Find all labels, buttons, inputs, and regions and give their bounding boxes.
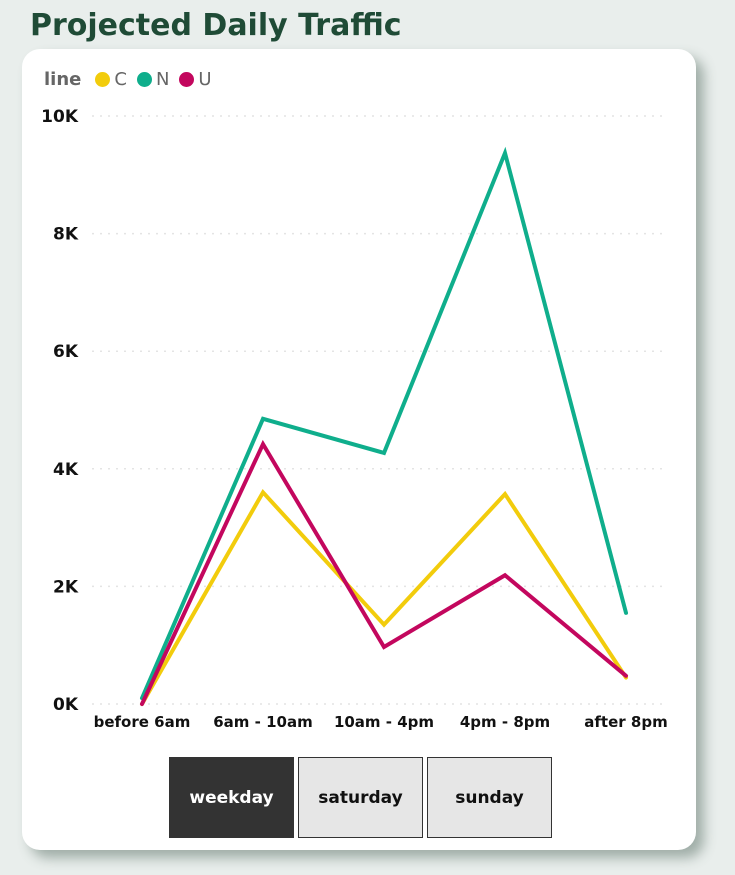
series-line-u bbox=[140, 439, 628, 706]
weekday-button[interactable]: weekday bbox=[169, 757, 294, 838]
x-tick-label: before 6am bbox=[94, 713, 191, 731]
line-chart: 0K 2K 4K 6K 8K 10K before 6am 6am - 10am 10am - … bbox=[41, 107, 668, 731]
x-tick-label: 4pm - 8pm bbox=[460, 713, 550, 731]
legend-dot-c bbox=[95, 72, 111, 87]
y-tick-label: 2K bbox=[53, 577, 79, 597]
legend-item-n[interactable]: N bbox=[136, 69, 170, 90]
chart-card: line C N U 0K 2K 4K 6K 8K 10K before 6am 6am - … bbox=[22, 49, 696, 850]
legend-label-c: C bbox=[114, 69, 127, 90]
sunday-button[interactable]: sunday bbox=[427, 757, 552, 838]
legend-label-n: N bbox=[155, 69, 170, 90]
legend: line C N U bbox=[44, 69, 222, 90]
legend-item-u[interactable]: U bbox=[179, 69, 212, 90]
y-tick-label: 0K bbox=[53, 695, 79, 715]
y-tick-label: 10K bbox=[41, 107, 79, 127]
series-line-n bbox=[140, 146, 628, 701]
x-tick-label: 10am - 4pm bbox=[334, 713, 434, 731]
legend-dot-u bbox=[179, 72, 195, 87]
legend-label-u: U bbox=[198, 69, 212, 90]
series-line-c bbox=[140, 488, 628, 706]
x-tick-label: 6am - 10am bbox=[213, 713, 313, 731]
y-tick-label: 8K bbox=[53, 225, 79, 245]
page-title: Projected Daily Traffic bbox=[30, 8, 402, 43]
y-tick-label: 6K bbox=[53, 342, 79, 362]
legend-dot-n bbox=[136, 72, 152, 87]
legend-title: line bbox=[44, 69, 82, 90]
legend-item-c[interactable]: C bbox=[95, 69, 127, 90]
y-tick-label: 4K bbox=[53, 460, 79, 480]
day-type-buttons: weekday saturday sunday bbox=[169, 757, 556, 838]
x-tick-label: after 8pm bbox=[584, 713, 667, 731]
saturday-button[interactable]: saturday bbox=[298, 757, 423, 838]
